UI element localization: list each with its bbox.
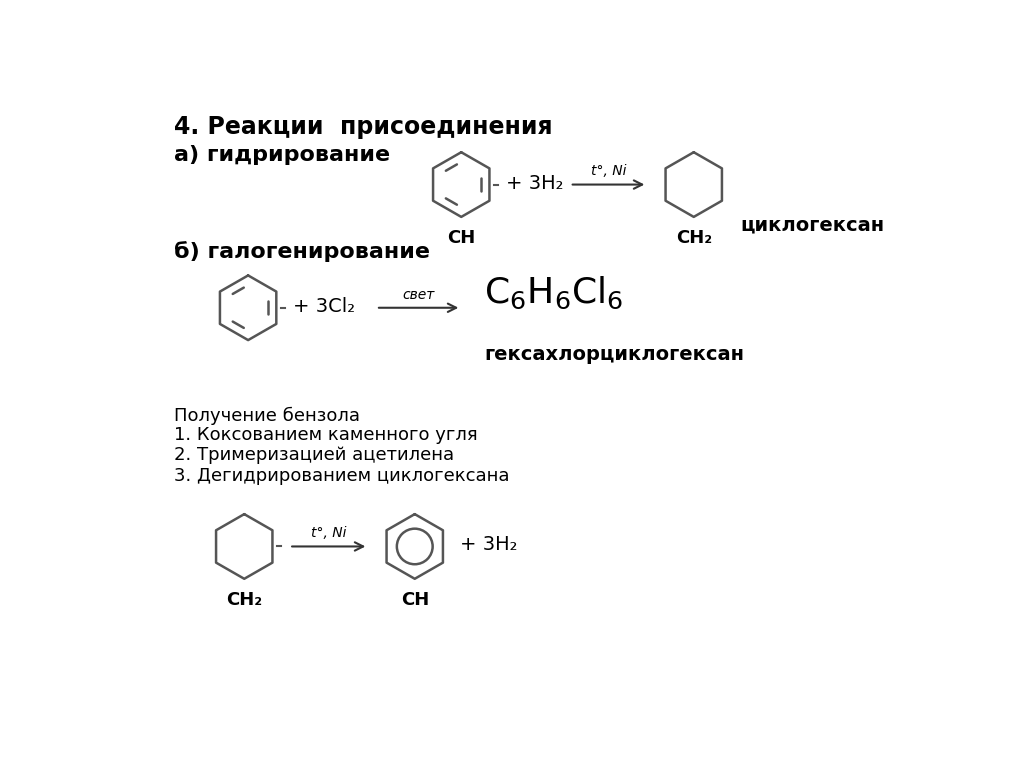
Text: Получение бензола: Получение бензола [174, 406, 360, 425]
Text: + 3H₂: + 3H₂ [506, 174, 563, 193]
Text: CH: CH [400, 591, 429, 609]
Text: C$_6$H$_6$Cl$_6$: C$_6$H$_6$Cl$_6$ [484, 274, 624, 310]
Text: t°, Ni: t°, Ni [311, 526, 346, 541]
Text: б) галогенирование: б) галогенирование [174, 241, 430, 262]
Text: 4. Реакции  присоединения: 4. Реакции присоединения [174, 115, 553, 139]
Text: свет: свет [402, 287, 435, 302]
Text: t°, Ni: t°, Ni [591, 164, 627, 178]
Text: 3. Дегидрированием циклогексана: 3. Дегидрированием циклогексана [174, 467, 510, 485]
Text: CH₂: CH₂ [226, 591, 262, 609]
Text: а) гидрирование: а) гидрирование [174, 144, 390, 164]
Text: 1. Коксованием каменного угля: 1. Коксованием каменного угля [174, 425, 478, 444]
Text: CH₂: CH₂ [676, 229, 712, 247]
Text: циклогексан: циклогексан [740, 215, 885, 234]
Text: + 3H₂: + 3H₂ [460, 535, 517, 554]
Text: 2. Тримеризацией ацетилена: 2. Тримеризацией ацетилена [174, 446, 455, 465]
Text: CH: CH [447, 229, 475, 247]
Text: + 3Cl₂: + 3Cl₂ [293, 296, 355, 316]
Text: гексахлорциклогексан: гексахлорциклогексан [484, 345, 744, 364]
